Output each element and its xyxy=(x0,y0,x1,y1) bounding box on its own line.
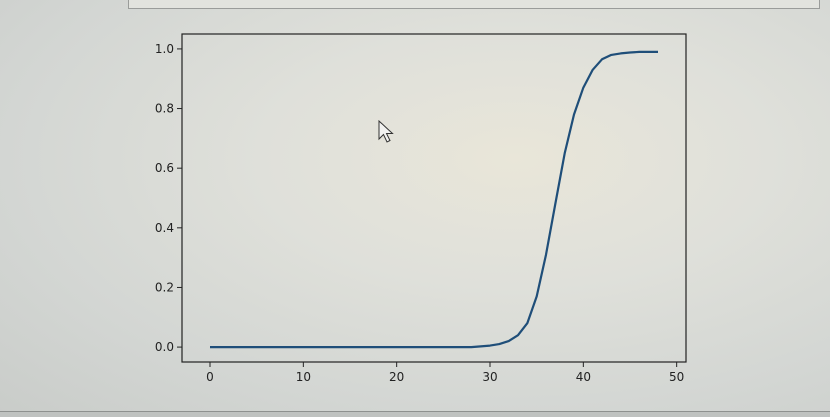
mouse-cursor-icon xyxy=(378,120,394,143)
screen-bottom-edge xyxy=(0,411,830,417)
y-tick-label: 0.8 xyxy=(155,102,174,116)
x-tick-label: 10 xyxy=(296,370,311,384)
x-tick-label: 20 xyxy=(389,370,404,384)
x-tick-label: 50 xyxy=(669,370,684,384)
y-tick-label: 0.0 xyxy=(155,340,174,354)
y-tick-label: 1.0 xyxy=(155,42,174,56)
series-line xyxy=(210,50,658,349)
x-tick-label: 0 xyxy=(206,370,214,384)
y-axis: 0.0 0.2 0.4 0.6 0.8 1.0 xyxy=(155,42,182,354)
x-tick-label: 40 xyxy=(576,370,591,384)
x-tick-label: 30 xyxy=(482,370,497,384)
plot-frame xyxy=(181,33,687,363)
y-tick-label: 0.6 xyxy=(155,161,174,175)
window-bottom-edge xyxy=(128,0,820,9)
y-tick-label: 0.2 xyxy=(155,280,174,294)
x-axis: 0 10 20 30 40 50 xyxy=(206,362,684,384)
y-tick-label: 0.4 xyxy=(155,221,174,235)
series-layer xyxy=(210,50,658,349)
